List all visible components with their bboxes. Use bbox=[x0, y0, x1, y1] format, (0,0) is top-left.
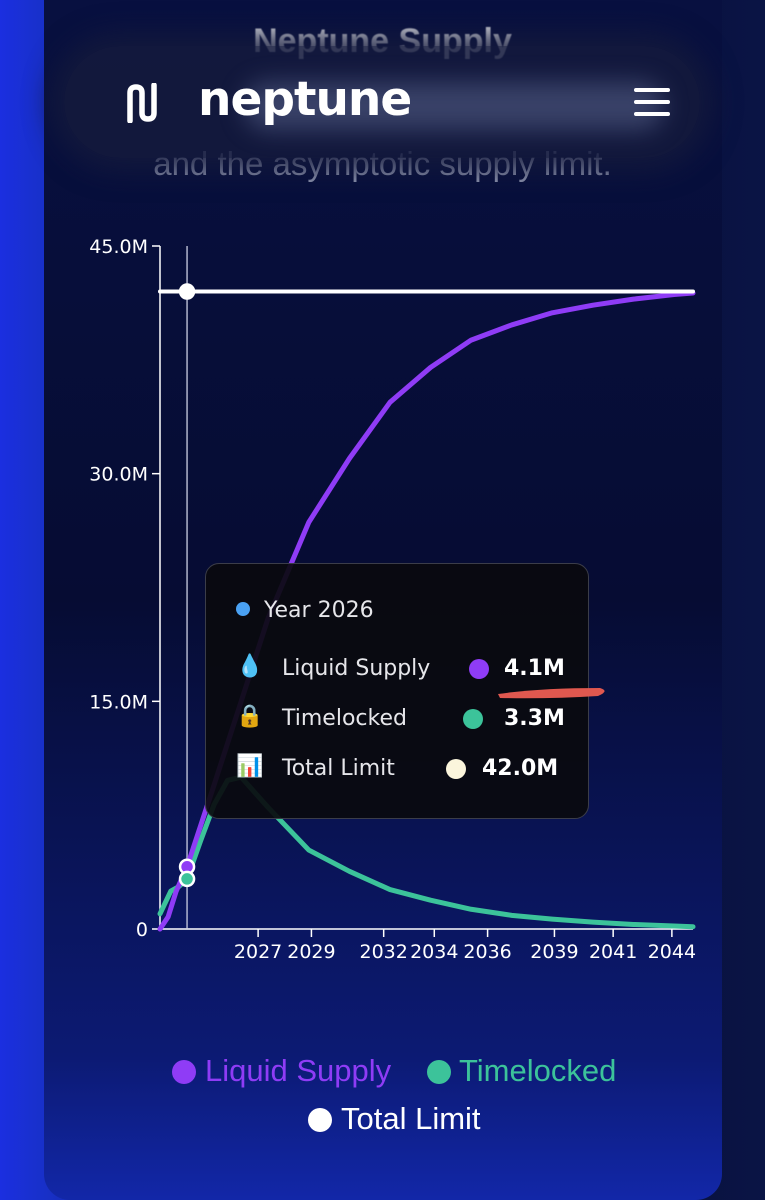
liquid-dot bbox=[469, 659, 489, 679]
bar-chart-icon: 📊 bbox=[236, 754, 264, 779]
x-tick-label: 2044 bbox=[648, 941, 696, 963]
tooltip-year: Year 2026 bbox=[264, 598, 374, 623]
chart-markers[interactable] bbox=[178, 283, 196, 888]
legend-total-dot bbox=[308, 1108, 332, 1132]
tooltip-total-value: 42.0M bbox=[482, 756, 559, 781]
y-tick-label: 45.0M bbox=[89, 236, 148, 258]
x-tick-label: 2029 bbox=[287, 941, 335, 963]
tooltip-liquid-value: 4.1M bbox=[504, 656, 565, 681]
x-tick-label: 2036 bbox=[463, 941, 511, 963]
neptune-logo-icon[interactable] bbox=[126, 83, 164, 123]
timelocked-marker[interactable] bbox=[178, 870, 196, 888]
legend-total[interactable]: Total Limit bbox=[341, 1101, 481, 1136]
timelocked-dot bbox=[463, 709, 483, 729]
year-dot bbox=[236, 602, 250, 616]
tooltip-liquid-label: Liquid Supply bbox=[282, 656, 431, 681]
legend-liquid[interactable]: Liquid Supply bbox=[205, 1053, 392, 1088]
x-tick-label: 2039 bbox=[530, 941, 578, 963]
blurred-overlay bbox=[244, 82, 664, 130]
y-tick-label: 0 bbox=[136, 919, 148, 941]
legend-timelocked[interactable]: Timelocked bbox=[459, 1053, 617, 1088]
x-tick-label: 2032 bbox=[359, 941, 407, 963]
x-tick-label: 2034 bbox=[410, 941, 458, 963]
x-tick-label: 2027 bbox=[234, 941, 282, 963]
x-tick-label: 2041 bbox=[589, 941, 637, 963]
total-dot bbox=[446, 759, 466, 779]
legend-liquid-dot bbox=[172, 1060, 196, 1084]
tooltip-timelocked-label: Timelocked bbox=[282, 706, 407, 731]
tooltip-timelocked-value: 3.3M bbox=[504, 706, 565, 731]
legend-timelocked-dot bbox=[427, 1060, 451, 1084]
total-limit-marker[interactable] bbox=[178, 283, 196, 300]
hamburger-menu-icon[interactable] bbox=[634, 88, 670, 116]
chart-axes: 45.0M 30.0M 15.0M 0 2027 2029 2032 2034 2036 2039… bbox=[89, 236, 696, 963]
lock-icon: 🔒 bbox=[236, 704, 264, 729]
red-underline-annotation bbox=[498, 688, 605, 699]
tooltip-total-label: Total Limit bbox=[282, 756, 395, 781]
brand-name[interactable]: neptune bbox=[198, 72, 412, 127]
navbar bbox=[64, 46, 700, 158]
y-tick-label: 15.0M bbox=[89, 691, 148, 713]
y-tick-label: 30.0M bbox=[89, 464, 148, 486]
water-drop-icon: 💧 bbox=[236, 654, 264, 679]
